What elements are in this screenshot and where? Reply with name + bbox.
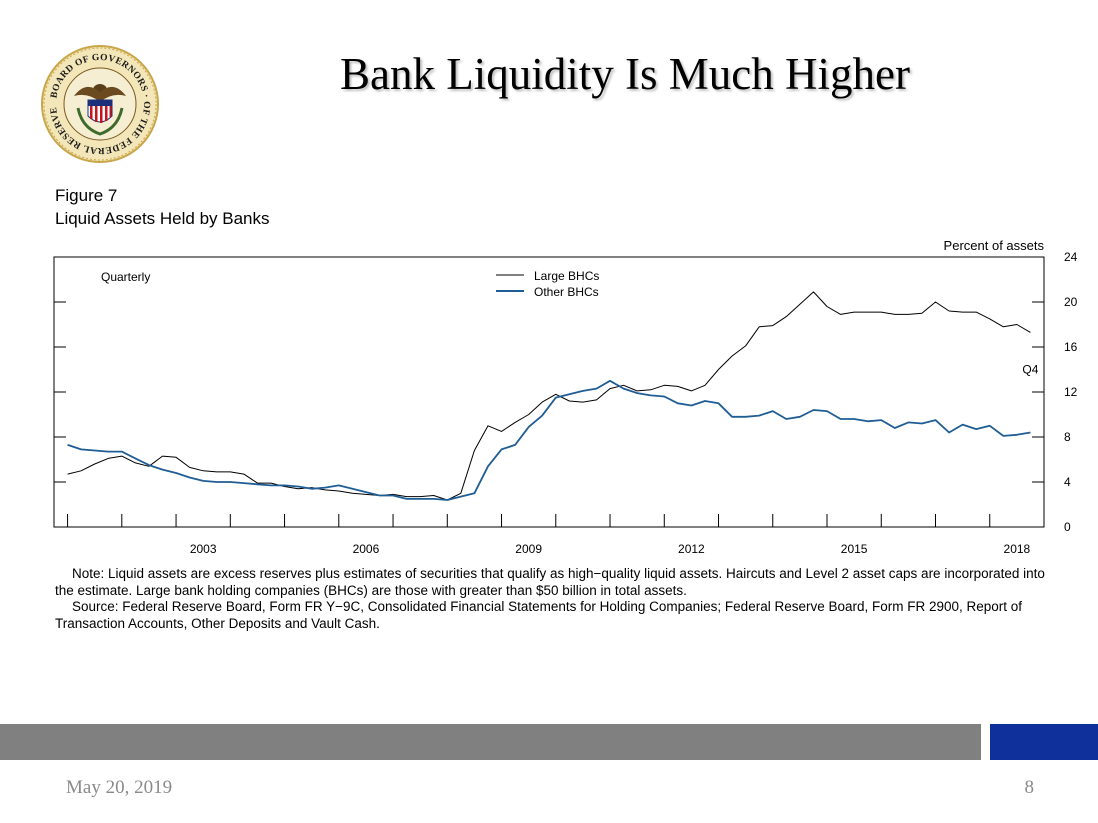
series-line-large-bhcs [67,291,1031,501]
x-tick-label: 2006 [353,542,380,556]
y-axis-label: Percent of assets [944,238,1045,253]
legend-label: Large BHCs [534,269,599,283]
y-tick-label: 24 [1064,250,1078,264]
y-tick-label: 16 [1064,340,1078,354]
x-tick-label: 2012 [678,542,705,556]
frequency-label: Quarterly [101,270,150,284]
figure-label: Figure 7 [55,186,118,205]
footer-gray-bar [0,724,981,760]
x-tick-label: 2003 [190,542,217,556]
x-tick-label: 2009 [515,542,542,556]
footer-date: May 20, 2019 [66,777,173,798]
y-tick-label: 4 [1064,475,1071,489]
page-number: 8 [1024,777,1035,798]
q4-annotation: Q4 [1022,363,1038,377]
note-text: Note: Liquid assets are excess reserves … [55,566,1045,598]
source-text: Source: Federal Reserve Board, Form FR Y… [55,599,1023,631]
legend-label: Other BHCs [534,285,599,299]
x-tick-label: 2018 [1004,542,1031,556]
slide-title: Bank Liquidity Is Much Higher [340,49,910,99]
y-tick-label: 12 [1064,385,1078,399]
federal-reserve-seal-logo: BOARD OF GOVERNORS · OF THE FEDERAL RESE… [40,44,159,163]
liquid-assets-line-chart: 0 4 8 12 16 20 24 2003 2006 2009 2012 2015 2018 Perce… [53,238,1078,556]
figure-notes: Note: Liquid assets are excess reserves … [55,566,1045,632]
x-tick-label: 2015 [841,542,868,556]
figure-title: Liquid Assets Held by Banks [55,209,270,228]
y-tick-label: 0 [1064,520,1071,534]
y-tick-label: 8 [1064,430,1071,444]
footer-blue-accent [990,724,1098,760]
series-line-other-bhcs [67,379,1031,501]
y-tick-label: 20 [1064,295,1078,309]
